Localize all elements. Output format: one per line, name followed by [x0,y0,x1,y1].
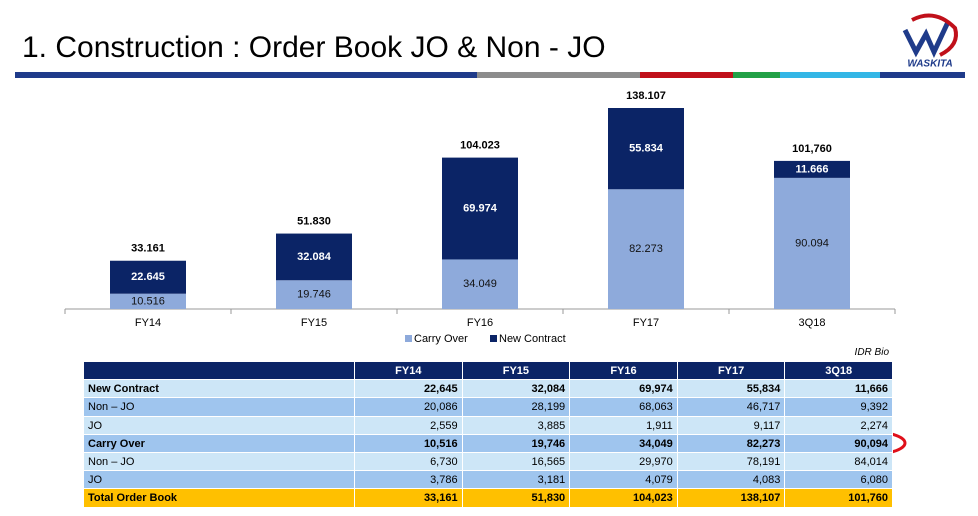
x-tick-label: FY17 [633,317,659,329]
value-label: 10.516 [131,295,165,307]
title-rule [15,72,965,78]
value-label: 90.094 [795,237,829,249]
bar-segment [276,280,352,309]
row-label: JO [84,416,355,435]
column-header: FY14 [355,362,463,380]
value-label: 34.049 [463,278,497,290]
legend-label: New Contract [499,333,566,345]
table-cell: 3,786 [355,471,463,490]
bar-segment [110,293,186,309]
table-cell: 6,730 [355,453,463,472]
total-label: 51.830 [297,215,331,227]
table-cell: 33,161 [355,489,463,508]
table-cell: 16,565 [462,453,571,472]
column-header: 3Q18 [785,362,893,380]
table-cell: 34,049 [570,434,678,453]
table-cell: 138,107 [677,489,786,508]
table-cell: 9,117 [677,416,786,435]
table-cell: 22,645 [355,380,463,399]
bar-segment [608,189,684,309]
bar-segment [442,157,518,260]
table-cell: 1,911 [570,416,678,435]
value-label: 32.084 [297,251,332,263]
table-cell: 3,885 [462,416,571,435]
value-label: 69.974 [463,202,498,214]
legend-swatch [405,335,412,342]
row-label: Non – JO [84,398,355,417]
row-label: Total Order Book [84,489,355,508]
row-label: New Contract [84,380,355,399]
table-cell: 9,392 [785,398,893,417]
legend-swatch [490,335,497,342]
value-label: 55.834 [629,143,664,155]
column-header: FY17 [677,362,786,380]
table-cell: 101,760 [785,489,893,508]
table-cell: 20,086 [355,398,463,417]
table-cell: 2,274 [785,416,893,435]
logo: WASKITA [902,13,958,70]
bar-segment [442,259,518,309]
logo-text: WASKITA [907,59,952,70]
total-label: 138.107 [626,90,666,102]
bar-segment [110,260,186,294]
value-label: 19.746 [297,289,331,301]
table-cell: 4,079 [570,471,678,490]
slide-title: 1. Construction : Order Book JO & Non - … [22,31,606,64]
table-cell: 82,273 [677,434,786,453]
row-label: JO [84,471,355,490]
row-label: Carry Over [84,434,355,453]
table-cell: 68,063 [570,398,678,417]
value-label: 82.273 [629,243,663,255]
table-cell: 46,717 [677,398,786,417]
table-cell: 10,516 [355,434,463,453]
value-label: 11.666 [795,163,828,175]
total-label: 33.161 [131,243,165,255]
x-tick-label: FY16 [467,317,493,329]
table-cell: 19,746 [462,434,571,453]
row-label: Non – JO [84,453,355,472]
table-cell: 104,023 [570,489,678,508]
table-cell: 32,084 [462,380,571,399]
total-label: 104.023 [460,140,500,152]
table-cell: 2,559 [355,416,463,435]
bar-segment [774,160,850,178]
unit-note: IDR Bio [854,347,889,358]
table-cell: 4,083 [677,471,786,490]
table-cell: 90,094 [785,434,893,453]
table-cell: 55,834 [677,380,786,399]
table-cell: 3,181 [462,471,571,490]
value-label: 22.645 [131,271,165,283]
column-header: FY15 [462,362,571,380]
x-tick-label: FY14 [135,317,161,329]
bar-segment [276,233,352,281]
bar-segment [608,108,684,190]
table-cell: 78,191 [677,453,786,472]
legend-label: Carry Over [414,333,468,345]
table-cell: 84,014 [785,453,893,472]
table-cell: 28,199 [462,398,571,417]
table-cell: 29,970 [570,453,678,472]
table-cell: 6,080 [785,471,893,490]
table-cell: 69,974 [570,380,678,399]
x-tick-label: 3Q18 [799,317,826,329]
table-cell: 11,666 [785,380,893,399]
header-blank [84,362,355,380]
x-tick-label: FY15 [301,317,327,329]
table-cell: 51,830 [462,489,571,508]
column-header: FY16 [570,362,678,380]
total-label: 101,760 [792,143,832,155]
bar-segment [774,177,850,309]
